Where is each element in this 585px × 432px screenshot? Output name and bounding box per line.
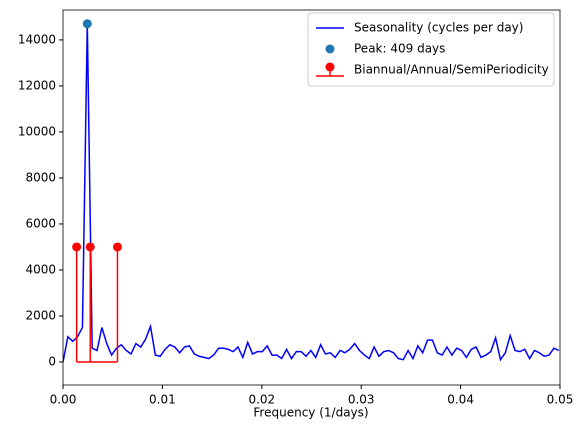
stem-marker (85, 242, 95, 252)
x-tick-label: 0.04 (447, 393, 474, 407)
legend-box (307, 12, 555, 87)
stem-marker (112, 242, 122, 252)
stem-marker (72, 242, 82, 252)
legend-swatch (325, 62, 335, 72)
y-tick-label: 0 (48, 354, 56, 368)
y-tick-label: 8000 (25, 170, 56, 184)
y-tick-label: 2000 (25, 308, 56, 322)
x-tick-label: 0.03 (348, 393, 375, 407)
peak-point (82, 19, 92, 29)
legend-swatch (325, 44, 335, 54)
y-tick-label: 14000 (18, 32, 56, 46)
y-tick-label: 6000 (25, 216, 56, 230)
legend-label: Seasonality (cycles per day) (354, 21, 523, 35)
x-tick-label: 0.01 (149, 393, 176, 407)
plot (63, 19, 560, 363)
axes-frame (62, 9, 561, 386)
y-tick-label: 12000 (18, 78, 56, 92)
x-tick-label: 0.02 (248, 393, 275, 407)
x-axis-label: Frequency (1/days) (253, 406, 368, 420)
legend-label: Biannual/Annual/SemiPeriodicity (354, 63, 549, 77)
y-tick-label: 10000 (18, 124, 56, 138)
x-tick-label: 0.00 (50, 393, 77, 407)
x-tick-label: 0.05 (547, 393, 574, 407)
y-tick-label: 4000 (25, 262, 56, 276)
line-series (63, 23, 560, 363)
legend-label: Peak: 409 days (354, 42, 445, 56)
